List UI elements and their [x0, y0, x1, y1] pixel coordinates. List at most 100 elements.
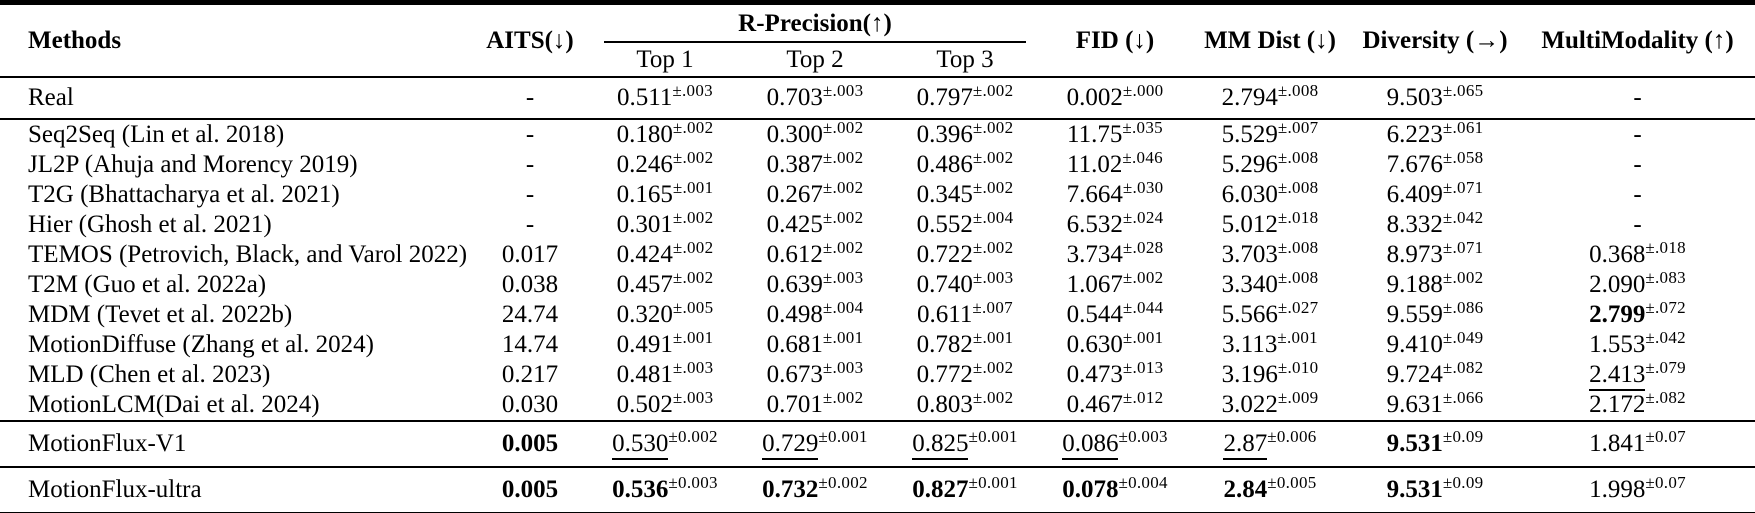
stddev-superscript: ±.000 — [1122, 81, 1164, 100]
metric-value: 8.973 — [1386, 241, 1443, 268]
metric-value: 0.639 — [766, 271, 823, 298]
metric-value: 0.467 — [1066, 391, 1123, 418]
metric-value: 1.998 — [1589, 476, 1646, 503]
stddev-superscript: ±.028 — [1122, 238, 1164, 257]
stddev-superscript: ±.004 — [972, 208, 1014, 227]
stddev-superscript: ±0.07 — [1645, 473, 1686, 492]
stddev-superscript: ±.002 — [822, 118, 864, 137]
header-row-main: Methods AITS(↓) R-Precision(↑) FID (↓) M… — [0, 2, 1755, 78]
table-row: TEMOS (Petrovich, Black, and Varol 2022)… — [0, 238, 1755, 270]
value-cell-fid: 0.078±0.004 — [1040, 467, 1190, 513]
stddev-superscript: ±.001 — [1122, 328, 1164, 347]
value-cell-diversity: 9.631±.066 — [1350, 388, 1520, 421]
value-cell-mm_dist: 5.566±.027 — [1190, 299, 1350, 330]
metric-value: 0.267 — [766, 181, 823, 208]
value-cell-diversity: 6.409±.071 — [1350, 179, 1520, 210]
metric-value: 0.530 — [612, 430, 669, 460]
metric-value: 0.246 — [616, 151, 673, 178]
stddev-superscript: ±.002 — [972, 81, 1014, 100]
stddev-superscript: ±.018 — [1645, 238, 1686, 257]
stddev-superscript: ±.001 — [972, 328, 1014, 347]
header-fid: FID (↓) — [1040, 2, 1191, 78]
stddev-superscript: ±.035 — [1122, 118, 1163, 137]
metric-value: 3.340 — [1221, 271, 1278, 298]
value-cell-top1: 0.536±0.003 — [590, 467, 740, 513]
value-cell-mm_dist: 3.022±.009 — [1190, 388, 1350, 421]
stddev-superscript: ±0.002 — [818, 473, 868, 492]
value-cell-mm_dist: 3.340±.008 — [1190, 269, 1350, 300]
value-cell-mm_dist: 3.113±.001 — [1190, 328, 1350, 360]
value-cell-mm_dist: 3.196±.010 — [1190, 359, 1350, 390]
metric-value: 0.086 — [1062, 430, 1119, 460]
metric-value: 2.090 — [1589, 271, 1646, 298]
header-top2: Top 2 — [740, 43, 890, 78]
stddev-superscript: ±0.002 — [668, 427, 718, 446]
table-row: MotionLCM(Dai et al. 2024) 0.030 0.502±.00… — [0, 388, 1755, 421]
metric-value: 0.005 — [501, 430, 559, 457]
table-row: MotionFlux-V1 0.005 0.530±0.002 0.729±0.001… — [0, 421, 1755, 467]
value-cell-mm_dist: 6.030±.008 — [1190, 178, 1350, 210]
stddev-superscript: ±.001 — [1277, 328, 1318, 347]
metric-value: 1.841 — [1589, 430, 1646, 457]
value-cell-top2: 0.425±.002 — [740, 209, 890, 240]
metric-value: 0.425 — [766, 211, 823, 238]
value-cell-mm_dist: 2.84±0.005 — [1190, 467, 1350, 513]
header-multimodality: MultiModality (↑) — [1520, 2, 1755, 78]
metric-value: 0.030 — [501, 391, 559, 418]
header-diversity: Diversity (→) — [1350, 2, 1521, 78]
value-cell-top1: 0.502±.003 — [590, 389, 740, 421]
stddev-superscript: ±.049 — [1442, 328, 1484, 347]
metric-value: 5.296 — [1221, 151, 1278, 178]
value-cell-multimodality: 1.553±.042 — [1520, 329, 1755, 360]
value-cell-top2: 0.729±0.001 — [740, 421, 890, 467]
metric-value: 9.410 — [1386, 331, 1443, 358]
value-cell-fid: 11.75±.035 — [1040, 119, 1190, 150]
metric-value: 0.491 — [616, 331, 673, 358]
value-cell-aits: - — [470, 180, 590, 210]
metric-value: - — [525, 121, 535, 148]
value-cell-top3: 0.797±.002 — [890, 77, 1040, 119]
stddev-superscript: ±.001 — [822, 328, 864, 347]
metric-value: 0.772 — [916, 361, 973, 388]
stddev-superscript: ±0.004 — [1118, 473, 1168, 492]
metric-value: 0.782 — [916, 331, 973, 358]
metric-value: - — [525, 84, 535, 111]
metric-value: 0.486 — [916, 151, 973, 178]
value-cell-diversity: 8.973±.071 — [1350, 239, 1520, 270]
stddev-superscript: ±.008 — [1277, 148, 1319, 167]
header-r-precision: R-Precision(↑) — [590, 3, 1040, 44]
value-cell-fid: 0.002±.000 — [1040, 77, 1190, 119]
value-cell-top2: 0.701±.002 — [740, 389, 890, 421]
value-cell-top1: 0.246±.002 — [590, 149, 740, 180]
metric-value: 0.038 — [501, 271, 559, 298]
stddev-superscript: ±.012 — [1122, 388, 1164, 407]
stddev-superscript: ±0.07 — [1645, 427, 1686, 446]
stddev-superscript: ±.003 — [672, 358, 714, 377]
value-cell-top3: 0.722±.002 — [890, 239, 1040, 270]
value-cell-mm_dist: 2.794±.008 — [1190, 77, 1350, 119]
value-cell-top1: 0.511±.003 — [590, 77, 740, 119]
value-cell-top3: 0.782±.001 — [890, 328, 1040, 360]
metric-value: 0.701 — [766, 391, 823, 418]
metric-value: 0.002 — [1066, 84, 1123, 111]
stddev-superscript: ±.018 — [1277, 208, 1319, 227]
value-cell-diversity: 9.531±0.09 — [1350, 421, 1520, 467]
stddev-superscript: ±0.09 — [1442, 427, 1484, 446]
header-row-sub: Top 1 Top 2 Top 3 — [0, 43, 1755, 78]
value-cell-fid: 6.532±.024 — [1040, 209, 1190, 240]
metric-value: 2.172 — [1589, 391, 1646, 418]
value-cell-top2: 0.267±.002 — [740, 179, 890, 210]
metric-value: 0.180 — [616, 121, 673, 148]
metric-value: 0.396 — [916, 121, 973, 148]
stddev-superscript: ±.001 — [672, 178, 714, 197]
stddev-superscript: ±.066 — [1442, 388, 1484, 407]
value-cell-multimodality: - — [1520, 150, 1755, 180]
value-cell-top3: 0.772±.002 — [890, 359, 1040, 390]
value-cell-top2: 0.732±0.002 — [740, 467, 890, 513]
value-cell-top1: 0.180±.002 — [590, 119, 740, 150]
stddev-superscript: ±.009 — [1277, 388, 1319, 407]
stddev-superscript: ±.008 — [1277, 178, 1319, 197]
metric-value: 0.536 — [612, 476, 669, 503]
stddev-superscript: ±.002 — [672, 238, 714, 257]
metric-value: 3.196 — [1221, 361, 1278, 388]
